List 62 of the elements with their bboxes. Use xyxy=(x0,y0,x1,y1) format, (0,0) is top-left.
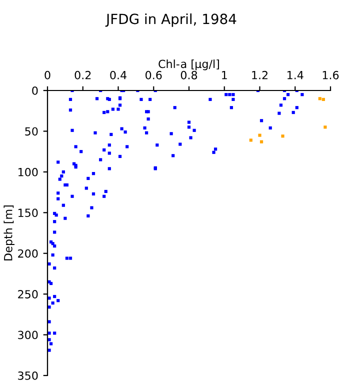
y-tick-label: 100 xyxy=(18,168,38,176)
point xyxy=(62,170,65,174)
point xyxy=(84,186,88,190)
x-tick-label: 1.4 xyxy=(288,71,304,80)
point xyxy=(56,192,60,195)
x-tick-label: 0.4 xyxy=(110,70,126,80)
point xyxy=(53,244,56,248)
point xyxy=(86,176,90,180)
y-tick-label: 250 xyxy=(18,290,38,298)
point xyxy=(56,197,60,200)
y-tick-label: 0 xyxy=(32,86,38,95)
point xyxy=(48,338,51,342)
point xyxy=(53,230,56,234)
x-tick-label: 0.2 xyxy=(74,70,91,80)
point xyxy=(65,256,69,260)
point xyxy=(92,172,96,176)
point xyxy=(318,97,322,100)
x-tick-label: 1 xyxy=(222,71,227,80)
point xyxy=(322,98,325,102)
point xyxy=(104,190,108,194)
point xyxy=(86,214,90,218)
point xyxy=(48,306,51,309)
point xyxy=(48,332,51,335)
y-tick-label: 300 xyxy=(18,330,38,340)
point xyxy=(64,216,67,220)
point xyxy=(324,126,327,129)
point xyxy=(102,194,106,198)
x-tick-label: 0 xyxy=(44,70,50,80)
point xyxy=(258,134,262,137)
y-tick-label: 200 xyxy=(18,249,38,258)
x-tick-label: 1.6 xyxy=(322,70,339,80)
point xyxy=(90,206,94,210)
point xyxy=(249,138,252,142)
x-tick-label: 0.6 xyxy=(146,70,162,80)
y-tick-label: 150 xyxy=(18,208,38,218)
point xyxy=(48,348,51,352)
point xyxy=(70,194,74,198)
y-tick-label: 50 xyxy=(25,127,38,136)
point xyxy=(62,204,65,207)
point xyxy=(53,294,56,298)
point xyxy=(53,332,56,335)
x-tick-label: 0.8 xyxy=(180,70,198,80)
point xyxy=(48,262,51,266)
point xyxy=(60,174,64,178)
point xyxy=(51,301,54,305)
point xyxy=(53,220,56,224)
point xyxy=(58,178,62,181)
x-axis-title: Chl-a [µg/l] xyxy=(158,59,219,70)
point xyxy=(56,299,60,302)
point xyxy=(281,134,284,138)
y-tick-label: 350 xyxy=(18,371,38,380)
point xyxy=(51,253,54,257)
point xyxy=(49,342,53,346)
point xyxy=(53,266,56,270)
point xyxy=(48,296,51,300)
y-axis-title: Depth [m] xyxy=(4,206,14,260)
point xyxy=(92,192,96,196)
x-tick-label: 1.2 xyxy=(252,70,268,80)
chart-title: JFDG in April, 1984 xyxy=(105,13,236,27)
point xyxy=(260,140,264,144)
point xyxy=(48,320,51,324)
point xyxy=(68,256,72,260)
